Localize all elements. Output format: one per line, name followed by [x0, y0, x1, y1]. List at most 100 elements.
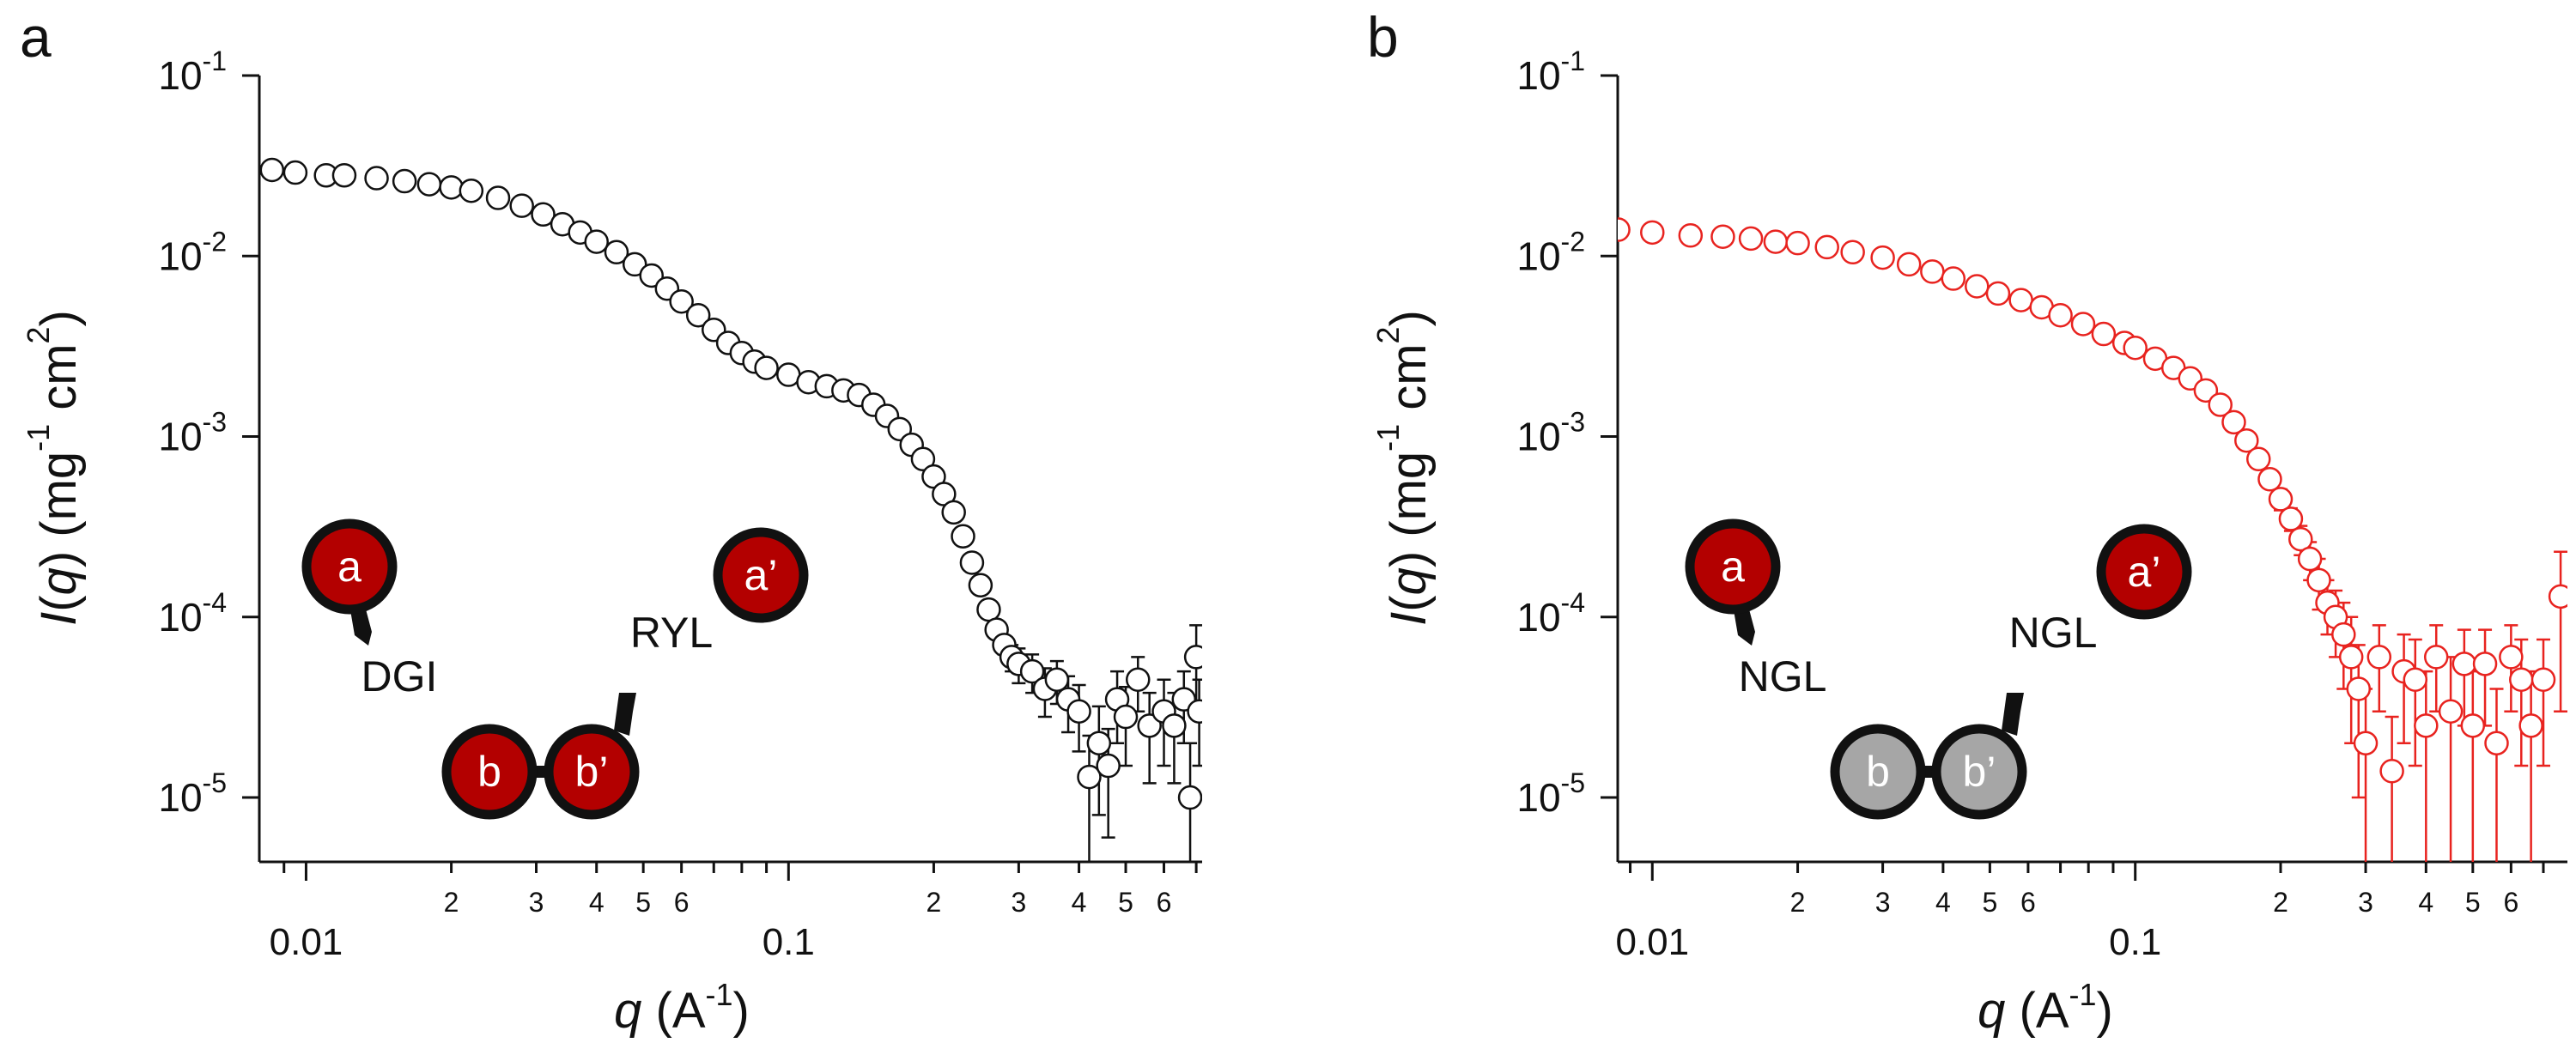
data-point — [2048, 302, 2073, 328]
domain-label: b’ — [1963, 748, 1996, 796]
data-point — [1113, 704, 1139, 730]
x-tick-label: 2 — [444, 887, 459, 918]
data-point — [1187, 699, 1202, 724]
tick-exponent: -3 — [203, 407, 227, 438]
tick-exponent: -4 — [203, 587, 227, 618]
data-point — [1710, 224, 1735, 249]
tick-base: 10 — [158, 53, 202, 98]
y-tick-label: 10-1 — [158, 45, 227, 98]
tick-base: 10 — [1516, 775, 1560, 820]
data-point — [1019, 658, 1045, 684]
domain — [1685, 518, 1781, 615]
data-point — [968, 573, 993, 598]
data-point — [2472, 652, 2498, 676]
domain-label: a’ — [744, 551, 778, 599]
domain-label: a — [1721, 543, 1745, 591]
label-part: -1 — [1370, 424, 1405, 452]
y-tick-label: 10-4 — [1516, 587, 1585, 640]
y-tick-label: 10-4 — [158, 587, 227, 640]
domain — [2096, 524, 2192, 620]
data-point — [439, 175, 464, 200]
tick-base: 10 — [1516, 415, 1560, 459]
x-tick-label: 3 — [1875, 887, 1891, 918]
data-point — [1177, 785, 1202, 810]
data-point — [2353, 731, 2379, 755]
x-tick-label: 2 — [2273, 887, 2288, 918]
domain-label: a — [337, 543, 361, 591]
x-tick-label: 4 — [589, 887, 605, 918]
data-point — [2460, 713, 2486, 738]
data-point — [584, 229, 609, 254]
data-point — [2268, 487, 2293, 512]
x-tick-label: 5 — [1118, 887, 1133, 918]
x-tick-label: 2 — [1790, 887, 1806, 918]
label-part: q — [1978, 983, 2005, 1039]
label-part: ) — [733, 983, 750, 1039]
data-point — [1785, 230, 1810, 256]
data-point — [1840, 240, 1865, 265]
data-point — [2530, 667, 2556, 692]
x-tick-label: 3 — [1011, 887, 1026, 918]
data-point — [685, 302, 711, 328]
x-tick-label: 3 — [2358, 887, 2373, 918]
y-tick-label: 10-5 — [1516, 767, 1585, 820]
tick-base: 10 — [158, 595, 202, 640]
label-part: (A — [641, 983, 705, 1039]
data-point — [283, 160, 308, 185]
domain — [301, 518, 398, 615]
data-point — [416, 172, 442, 197]
label-part: I — [31, 612, 87, 626]
x-tick-label: 5 — [635, 887, 651, 918]
x-tick-label: 5 — [2465, 887, 2481, 918]
x-tick-label: 4 — [2418, 887, 2433, 918]
tick-base: 10 — [158, 233, 202, 278]
data-point — [2091, 321, 2117, 347]
domain-diagram: a b b’ a’ NGL NGL — [1685, 518, 2192, 820]
data-point — [2438, 699, 2464, 724]
data-point — [2008, 288, 2033, 312]
y-tick-label: 10-3 — [158, 407, 227, 459]
label-part: -1 — [20, 424, 55, 452]
data-point — [331, 162, 357, 188]
y-tick-label: 10-3 — [1516, 407, 1585, 459]
panel-label: a — [20, 5, 52, 69]
label-part: ( — [1381, 595, 1437, 611]
data-points — [259, 157, 1202, 862]
label-part: q — [1381, 567, 1437, 595]
label-part: 2 — [1370, 326, 1405, 343]
data-point — [1162, 713, 1187, 738]
data-point — [2070, 312, 2096, 337]
tick-exponent: -1 — [1561, 45, 1585, 76]
y-tick-label: 10-1 — [1516, 45, 1585, 98]
data-point — [392, 168, 417, 194]
label-part: I — [1381, 612, 1437, 626]
label-part: cm — [1381, 343, 1437, 423]
data-point — [2366, 645, 2392, 670]
domain — [1830, 724, 1926, 820]
x-tick-label: 4 — [1072, 887, 1087, 918]
data-point — [910, 446, 936, 472]
data-point — [2484, 731, 2509, 755]
data-point — [1086, 731, 1112, 755]
data-point — [604, 240, 629, 265]
linker-label: DGI — [361, 652, 438, 700]
data-point — [2509, 667, 2534, 692]
data-point — [1137, 713, 1162, 738]
x-tick-label: 6 — [2503, 887, 2518, 918]
data-point — [2403, 667, 2428, 692]
data-point — [1965, 274, 1990, 299]
tick-base: 10 — [1516, 53, 1560, 98]
domain-label: a’ — [2128, 548, 2161, 596]
tick-base: 10 — [1516, 595, 1560, 640]
x-tick-label: 6 — [2020, 887, 2036, 918]
tick-exponent: -3 — [1561, 407, 1585, 438]
data-point — [754, 355, 779, 380]
linker-label: NGL — [1739, 652, 1827, 700]
tick-exponent: -5 — [203, 767, 227, 798]
label-part: (A — [2005, 983, 2069, 1039]
data-point — [639, 263, 664, 288]
domain — [1931, 724, 2027, 820]
data-points — [1618, 217, 2567, 862]
tick-base: 10 — [1516, 233, 1560, 278]
